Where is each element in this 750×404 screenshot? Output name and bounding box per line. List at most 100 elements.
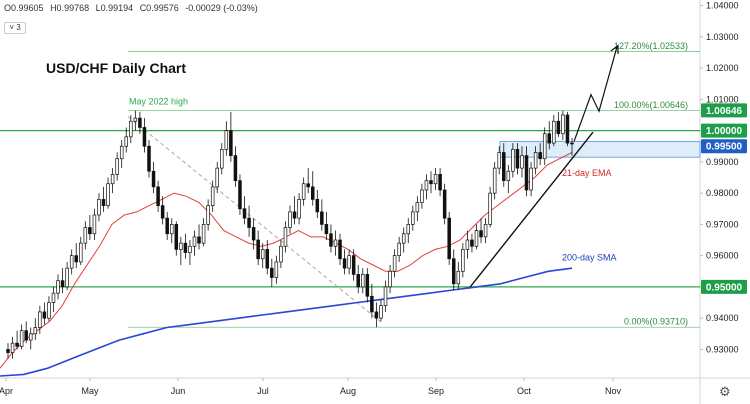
candle-body-up xyxy=(210,186,215,206)
candle-body-up xyxy=(492,167,497,194)
candle-body-down xyxy=(247,217,251,228)
candle-body-down xyxy=(565,114,570,144)
candle-body-up xyxy=(38,311,42,328)
price-tag-label: 0.95000 xyxy=(706,282,743,293)
y-tick-label: 0.94000 xyxy=(706,313,739,323)
candle-body-up xyxy=(347,255,351,269)
candle-body-up xyxy=(461,249,465,272)
diagonal-dashed-trendline xyxy=(127,116,383,324)
fibonacci-levels: 127.20%(1.02533) 100.00%(1.00646) 0.00%(0.… xyxy=(128,41,700,328)
gear-icon[interactable]: ⚙ xyxy=(719,384,731,399)
candle xyxy=(497,146,501,175)
candle-body-up xyxy=(361,274,365,288)
price-tag-label: 0.99500 xyxy=(706,142,743,153)
candle xyxy=(88,215,92,241)
candle-body-up xyxy=(561,114,565,135)
projection-path xyxy=(573,46,618,142)
candle xyxy=(247,205,251,237)
candle-body-up xyxy=(106,183,110,206)
annotation-label: 200-day SMA xyxy=(562,252,617,262)
candle-body-down xyxy=(156,186,160,206)
candle xyxy=(465,230,470,259)
candle-body-up xyxy=(420,189,424,203)
candle xyxy=(129,114,133,144)
candle xyxy=(333,230,338,256)
candle-body-up xyxy=(411,211,415,225)
candle xyxy=(38,305,42,334)
indicators-toggle[interactable]: ˅ 3 xyxy=(4,22,26,34)
candle xyxy=(169,218,174,244)
candle xyxy=(324,211,329,241)
candle xyxy=(301,177,306,206)
candle-body-up xyxy=(506,170,511,181)
candle-body-down xyxy=(451,258,456,285)
candle xyxy=(119,139,124,169)
candle xyxy=(506,164,511,194)
candle-body-up xyxy=(47,302,51,319)
price-tag-label: 1.00646 xyxy=(706,106,743,117)
candle-body-up xyxy=(483,224,488,238)
candle-body-up xyxy=(456,270,461,285)
candle xyxy=(106,177,110,209)
candle xyxy=(265,240,270,275)
candle xyxy=(356,265,360,294)
candle xyxy=(392,249,397,278)
candle-body-up xyxy=(10,342,15,353)
candle-body-up xyxy=(215,167,219,188)
candle-body-down xyxy=(324,224,329,235)
candle xyxy=(502,143,506,187)
candle xyxy=(51,286,56,312)
candle-body-down xyxy=(142,127,147,147)
candle-body-up xyxy=(397,242,401,256)
price-tags: 1.00646 1.00000 0.99500 0.95000 xyxy=(701,103,747,294)
time-axis[interactable]: Apr May Jun Jul Aug Sep Oct Nov xyxy=(0,378,621,396)
price-tag-label: 1.00000 xyxy=(706,126,743,137)
candle xyxy=(406,218,411,244)
candle-body-up xyxy=(288,211,292,228)
candle-body-up xyxy=(19,330,24,347)
candle xyxy=(388,265,392,294)
candle-body-down xyxy=(365,274,370,297)
candle xyxy=(292,196,297,225)
price-axis[interactable]: 0.930000.940000.950000.960000.970000.980… xyxy=(700,1,739,355)
candle xyxy=(192,230,197,256)
candle xyxy=(310,171,315,206)
candle-body-up xyxy=(406,224,411,235)
candle xyxy=(570,137,574,156)
candle-body-down xyxy=(320,211,324,225)
candle-body-up xyxy=(56,280,60,294)
x-tick-label: Sep xyxy=(428,386,444,396)
candle xyxy=(442,183,447,225)
candle-body-up xyxy=(383,286,388,307)
candle xyxy=(83,221,88,250)
candle xyxy=(47,296,51,322)
candle-body-down xyxy=(74,255,78,263)
projection-arrow-head xyxy=(610,44,619,55)
candle-body-up xyxy=(511,149,515,172)
candle-body-up xyxy=(119,145,124,160)
candle-body-down xyxy=(265,249,270,269)
candle xyxy=(538,143,542,165)
candle xyxy=(242,196,247,225)
candle-body-down xyxy=(374,311,379,319)
candle xyxy=(24,321,28,344)
candle xyxy=(224,121,229,156)
candle-body-down xyxy=(429,180,433,185)
candle xyxy=(138,111,142,134)
y-tick-label: 0.99000 xyxy=(706,157,739,167)
candle xyxy=(438,168,442,197)
candle-body-up xyxy=(110,174,115,185)
candle xyxy=(56,274,60,300)
candle-body-up xyxy=(201,224,206,244)
candle-body-down xyxy=(174,224,179,250)
candle xyxy=(79,236,83,266)
candle xyxy=(529,161,533,197)
candle-body-down xyxy=(479,230,483,238)
candle-body-up xyxy=(379,305,383,319)
price-tag-bg xyxy=(701,123,747,138)
candle-body-up xyxy=(65,267,69,288)
candle-body-down xyxy=(238,180,242,210)
candle xyxy=(479,218,483,244)
candle xyxy=(229,111,233,162)
